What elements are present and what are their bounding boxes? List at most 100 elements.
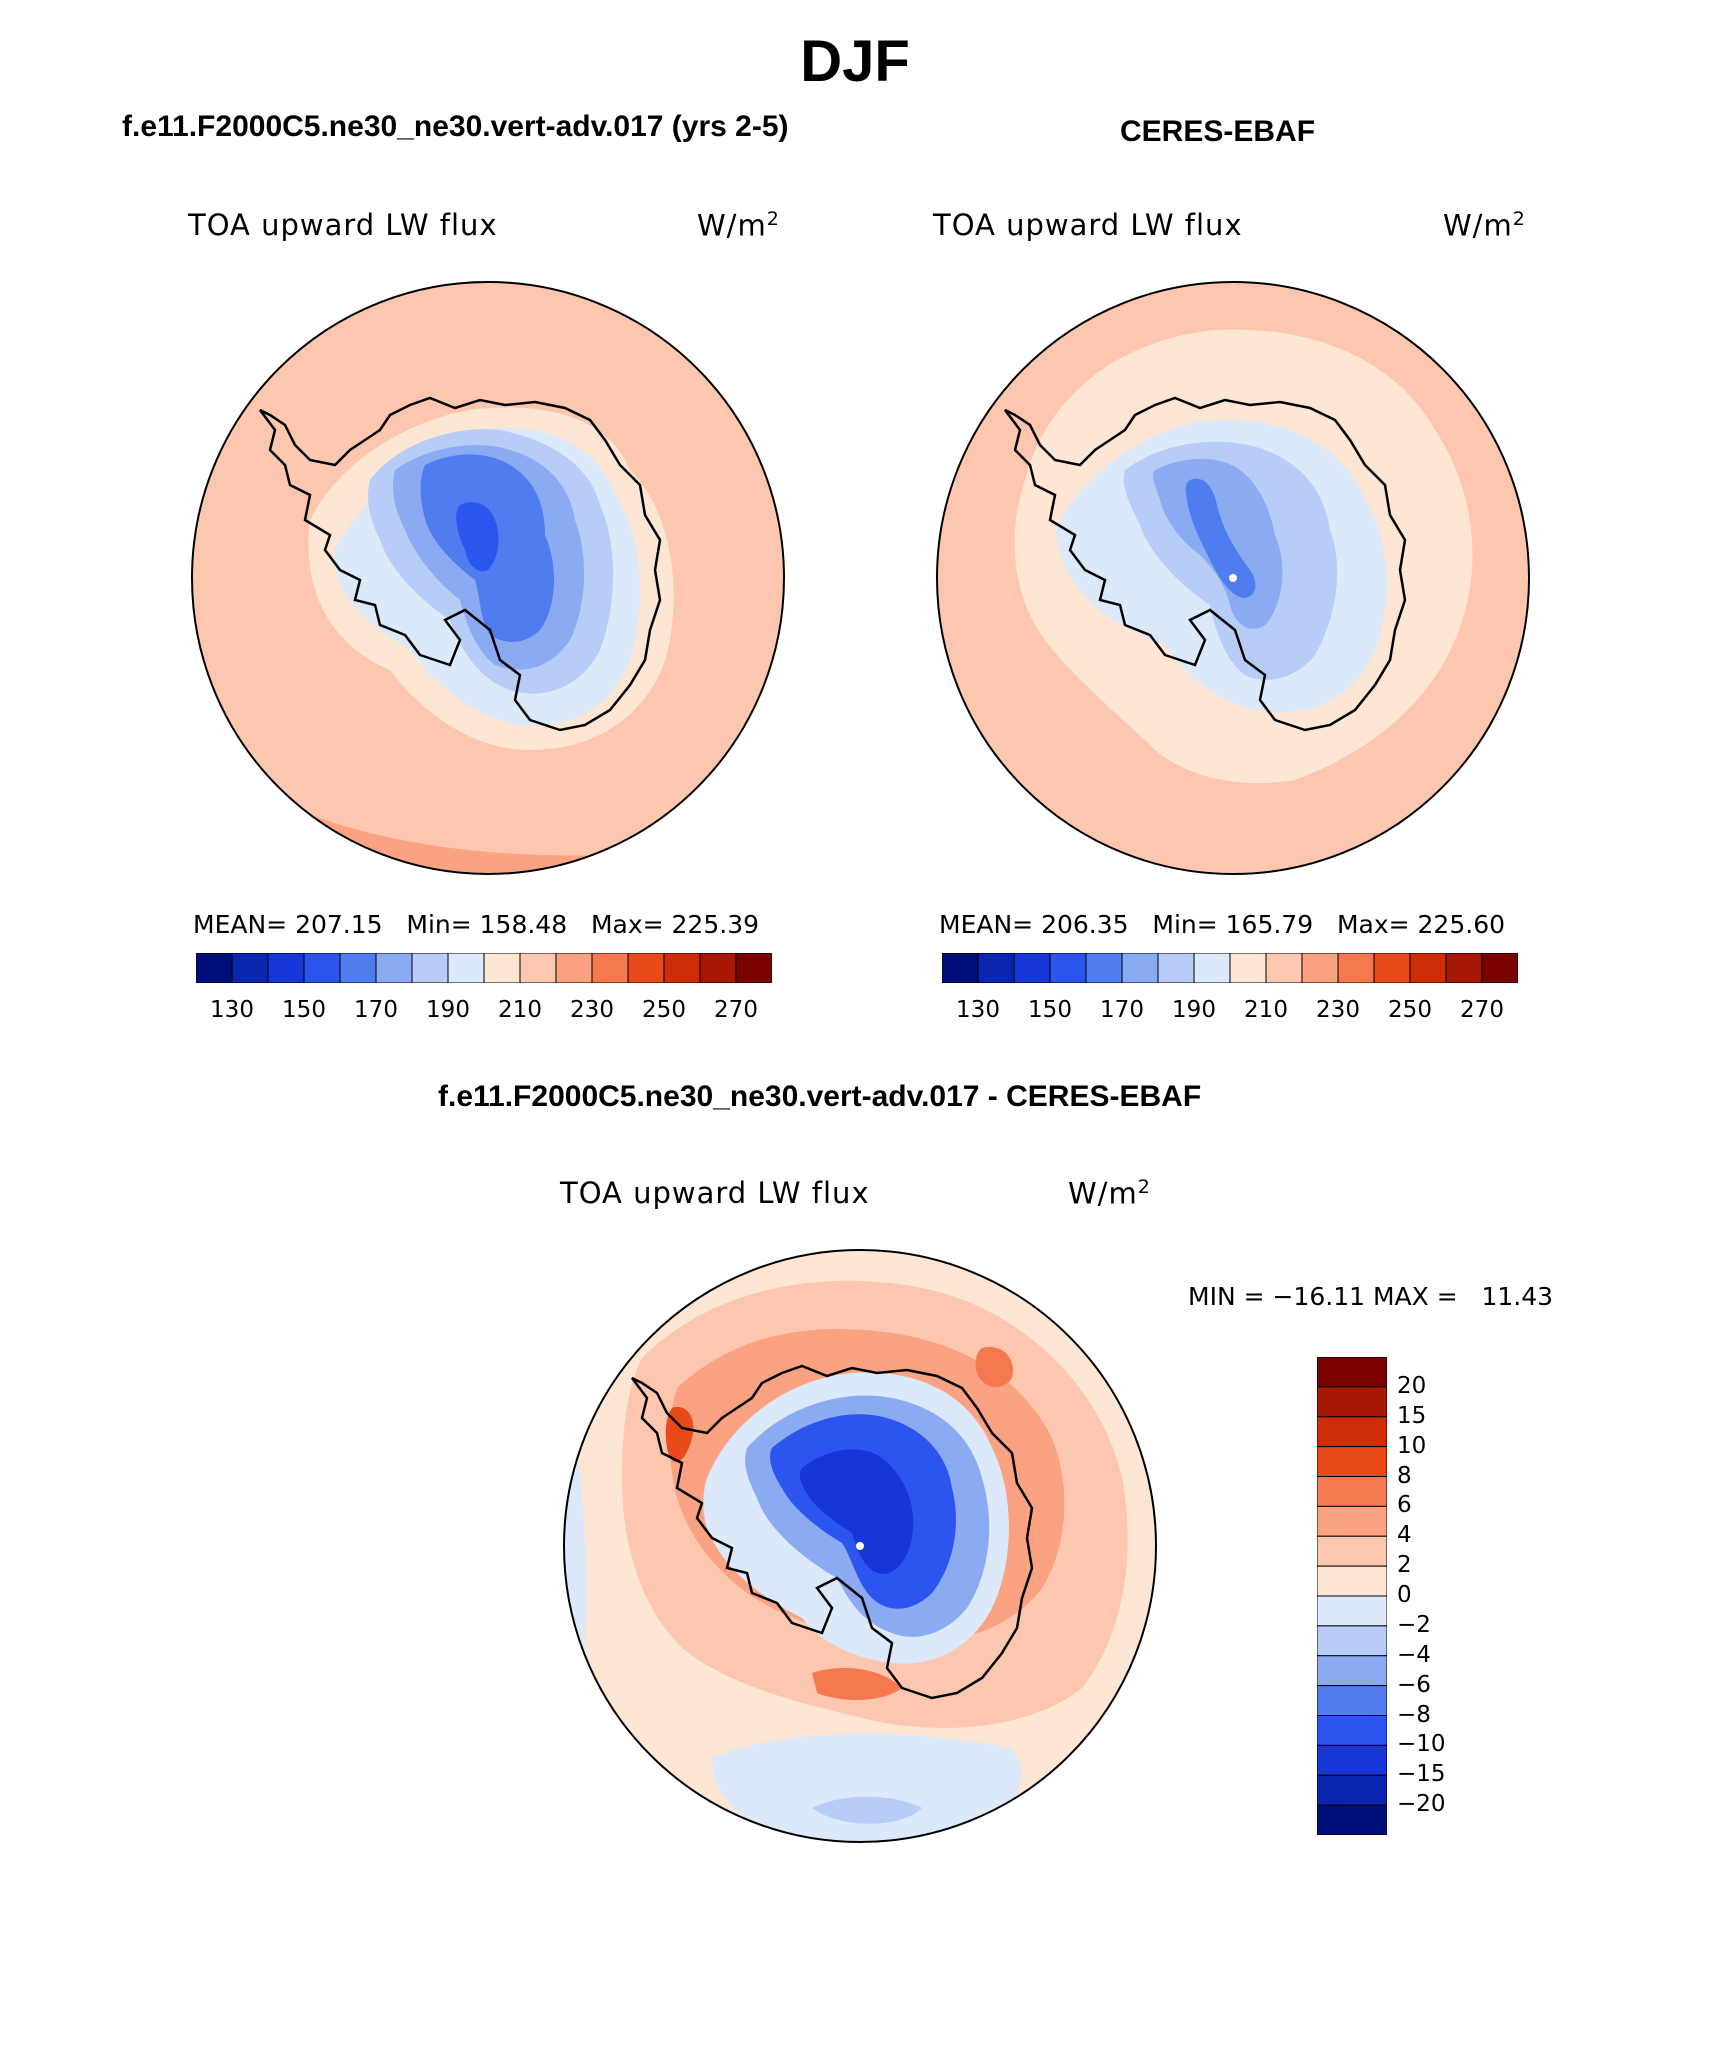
diff-antarctica-coastline <box>631 1364 1034 1700</box>
colorbar-swatch <box>1317 1715 1387 1746</box>
colorbar-swatch <box>1301 953 1339 983</box>
colorbar-tick-label: 6 <box>1397 1492 1412 1519</box>
colorbar-swatch <box>942 953 979 983</box>
colorbar-tick-label: 4 <box>1397 1522 1412 1549</box>
colorbar-swatch <box>1317 1655 1387 1687</box>
diff-stats: MIN = −16.11 MAX = 11.43 <box>1188 1282 1554 1311</box>
diff-case-title: f.e11.F2000C5.ne30_ne30.vert-adv.017 - C… <box>438 1080 1202 1113</box>
colorbar-swatch <box>1317 1804 1387 1835</box>
colorbar-tick-label: 2 <box>1397 1552 1412 1579</box>
colorbar-swatch <box>1409 953 1447 983</box>
colorbar-tick-label: 10 <box>1397 1432 1427 1459</box>
colorbar-swatch <box>1157 953 1195 983</box>
colorbar-tick-label: 190 <box>1172 997 1216 1023</box>
model-antarctica-coastline <box>259 396 662 732</box>
diff-colorbar-labels: 20 15 10 8 6 4 2 0 −2 −4 −6 −8 −10 −15 −20 <box>1397 1357 1477 1835</box>
colorbar-swatch <box>1445 953 1483 983</box>
diff-variable-label: TOA upward LW flux <box>560 1176 870 1210</box>
colorbar-tick-label: 130 <box>956 997 1000 1023</box>
colorbar-tick-label: 210 <box>498 997 542 1023</box>
colorbar-tick-label: −4 <box>1397 1641 1431 1668</box>
colorbar-tick-label: −8 <box>1397 1701 1431 1728</box>
model-map-border <box>191 281 785 875</box>
colorbar-swatch <box>483 953 521 983</box>
model-stats: MEAN= 207.15 Min= 158.48 Max= 225.39 <box>193 910 760 939</box>
colorbar-swatch <box>1317 1685 1387 1716</box>
model-variable-label: TOA upward LW flux <box>188 208 498 242</box>
colorbar-swatch <box>375 953 413 983</box>
colorbar-swatch <box>977 953 1015 983</box>
colorbar-swatch <box>339 953 377 983</box>
colorbar-swatch <box>1229 953 1267 983</box>
colorbar-swatch <box>447 953 485 983</box>
obs-case-title: CERES-EBAF <box>1120 115 1316 148</box>
colorbar-tick-label: 170 <box>1100 997 1144 1023</box>
colorbar-swatch <box>1317 1774 1387 1806</box>
colorbar-tick-label: 20 <box>1397 1372 1427 1399</box>
colorbar-tick-label: 210 <box>1244 997 1288 1023</box>
colorbar-tick-label: 150 <box>282 997 326 1023</box>
obs-antarctica-coastline <box>1004 396 1407 732</box>
colorbar-tick-label: −20 <box>1397 1791 1446 1818</box>
colorbar-tick-label: 8 <box>1397 1462 1412 1489</box>
diff-negative-west <box>564 1368 586 1708</box>
model-level-150 <box>456 502 499 572</box>
colorbar-swatch <box>1317 1744 1387 1776</box>
colorbar-swatch <box>1317 1565 1387 1597</box>
colorbar-swatch <box>1317 1446 1387 1477</box>
model-polar-map <box>191 281 785 875</box>
diff-units-label: W/m2 <box>1068 1176 1151 1211</box>
model-colorbar-labels: 130 150 170 190 210 230 250 270 <box>196 997 772 1027</box>
colorbar-tick-label: 270 <box>1460 997 1504 1023</box>
colorbar-tick-label: 250 <box>642 997 686 1023</box>
colorbar-tick-label: −10 <box>1397 1731 1446 1758</box>
colorbar-swatch <box>303 953 341 983</box>
diff-negative-south-core <box>812 1796 922 1824</box>
colorbar-swatch <box>1317 1505 1387 1537</box>
obs-map-border <box>936 281 1530 875</box>
colorbar-tick-label: 230 <box>1316 997 1360 1023</box>
colorbar-swatch <box>1317 1535 1387 1567</box>
colorbar-swatch <box>1317 1386 1387 1418</box>
colorbar-tick-label: 150 <box>1028 997 1072 1023</box>
colorbar-tick-label: −15 <box>1397 1761 1446 1788</box>
diff-positive-patch-east <box>975 1347 1013 1388</box>
diff-colorbar <box>1317 1357 1387 1835</box>
colorbar-swatch <box>555 953 593 983</box>
colorbar-swatch <box>1049 953 1087 983</box>
colorbar-swatch <box>1317 1416 1387 1448</box>
diff-pole-point <box>856 1542 864 1550</box>
obs-pole-point <box>1229 574 1237 582</box>
colorbar-swatch <box>1121 953 1159 983</box>
colorbar-swatch <box>1085 953 1123 983</box>
colorbar-swatch <box>1481 953 1518 983</box>
colorbar-swatch <box>1265 953 1303 983</box>
colorbar-tick-label: 0 <box>1397 1582 1412 1608</box>
colorbar-swatch <box>735 953 772 983</box>
diff-level-negative-15 <box>799 1449 914 1574</box>
diff-map-border <box>563 1249 1157 1843</box>
obs-units-label: W/m2 <box>1443 208 1526 243</box>
obs-level-160 <box>1185 478 1256 598</box>
obs-stats: MEAN= 206.35 Min= 165.79 Max= 225.60 <box>939 910 1506 939</box>
colorbar-tick-label: −6 <box>1397 1671 1431 1698</box>
colorbar-tick-label: 170 <box>354 997 398 1023</box>
colorbar-swatch <box>699 953 737 983</box>
colorbar-tick-label: 190 <box>426 997 470 1023</box>
diff-positive-patch-peninsula <box>665 1407 694 1462</box>
colorbar-swatch <box>267 953 305 983</box>
colorbar-tick-label: 250 <box>1388 997 1432 1023</box>
obs-colorbar <box>942 953 1518 983</box>
colorbar-swatch <box>411 953 449 983</box>
figure-title: DJF <box>800 29 910 94</box>
diff-polar-map <box>563 1249 1157 1843</box>
colorbar-swatch <box>591 953 629 983</box>
obs-variable-label: TOA upward LW flux <box>933 208 1243 242</box>
colorbar-tick-label: 270 <box>714 997 758 1023</box>
colorbar-swatch <box>519 953 557 983</box>
colorbar-swatch <box>1317 1357 1387 1388</box>
colorbar-swatch <box>231 953 269 983</box>
model-colorbar <box>196 953 772 983</box>
obs-colorbar-labels: 130 150 170 190 210 230 250 270 <box>942 997 1518 1027</box>
colorbar-swatch <box>1317 1476 1387 1507</box>
